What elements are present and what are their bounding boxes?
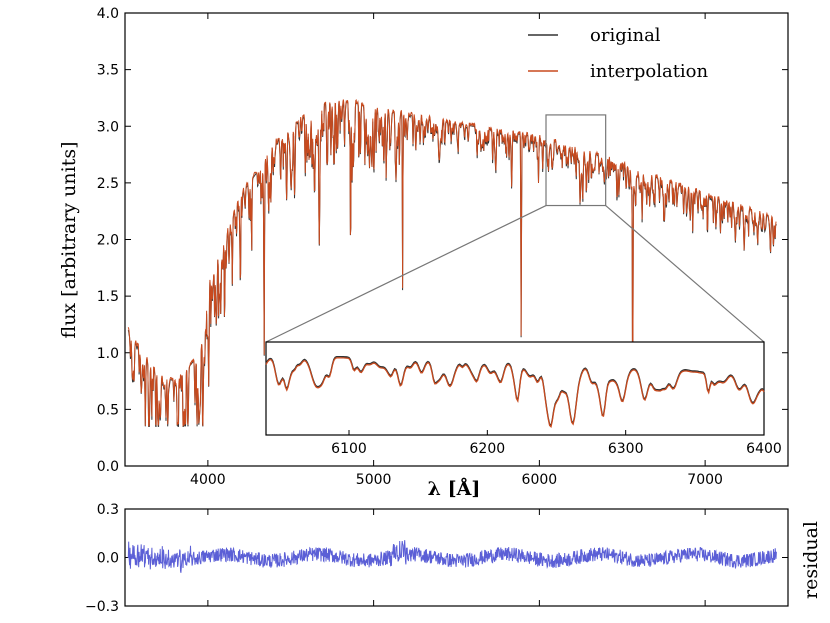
legend-interpolation-label: interpolation [590, 61, 709, 82]
main-y-tick-label: 2.5 [97, 176, 119, 192]
inset-x-axis: 6100 6200 6300 6400 [331, 430, 782, 457]
main-series-group [127, 99, 777, 427]
series-residual [127, 540, 777, 573]
inset-x-tick-label: 6200 [470, 441, 506, 457]
zoom-box [545, 114, 607, 207]
residual-y-tick-label: 0.3 [97, 502, 119, 518]
zoom-connector-left [265, 204, 547, 343]
inset-x-tick-label: 6400 [746, 441, 782, 457]
residual-y-tick-label: 0.0 [97, 551, 119, 567]
residual-y-axis: 0.3 0.0 −0.3 [85, 502, 788, 615]
main-plot: 0.0 0.5 1.0 1.5 2.0 2.5 3.0 3.5 4.0 4000 5000 6000… [58, 6, 789, 500]
zoom-box-group [265, 114, 765, 343]
main-y-tick-label: 3.5 [97, 63, 119, 79]
main-y-tick-label: 4.0 [97, 6, 119, 22]
main-y-tick-label: 3.0 [97, 119, 119, 135]
main-y-tick-label: 0.5 [97, 402, 119, 418]
main-y-tick-label: 1.0 [97, 346, 119, 362]
y-axis-label: flux [arbitrary units] [58, 142, 80, 339]
main-x-tick-label: 6000 [522, 472, 558, 488]
main-x-tick-label: 5000 [356, 472, 392, 488]
zoom-connector-right [605, 205, 765, 343]
main-x-axis: 4000 5000 6000 7000 [190, 13, 723, 488]
main-y-tick-label: 0.0 [97, 459, 119, 475]
main-y-tick-label: 2.0 [97, 233, 119, 249]
inset-x-tick-label: 6300 [608, 441, 644, 457]
residual-label: residual [800, 521, 822, 599]
main-x-tick-label: 7000 [687, 472, 723, 488]
main-y-tick-label: 1.5 [97, 289, 119, 305]
x-axis-label: λ [Å] [428, 477, 481, 500]
inset-series-interpolation [265, 357, 765, 428]
series-interpolation [127, 99, 777, 427]
residual-series-group [127, 540, 777, 573]
inset-series-group [265, 355, 765, 428]
legend: original interpolation [528, 25, 709, 82]
residual-plot: 0.3 0.0 −0.3 residual [85, 502, 822, 615]
inset-x-tick-label: 6100 [331, 441, 367, 457]
main-x-tick-label: 4000 [190, 472, 226, 488]
legend-original-label: original [590, 25, 661, 46]
inset-plot: 6100 6200 6300 6400 [265, 341, 782, 457]
residual-y-tick-label: −0.3 [85, 599, 119, 615]
